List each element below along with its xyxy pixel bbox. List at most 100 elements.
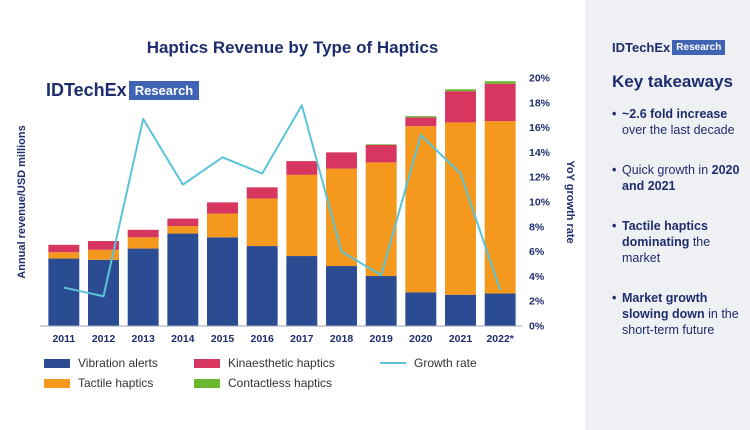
bar-tactile: [445, 122, 476, 295]
bar-vibration: [326, 266, 357, 326]
legend-label-tactile: Tactile haptics: [78, 376, 154, 390]
bar-kinaesthetic: [286, 161, 318, 175]
legend-swatch-growth: [380, 362, 406, 364]
bar-kinaesthetic: [405, 117, 437, 127]
takeaway-item: • ~2.6 fold increase over the last decad…: [612, 106, 744, 138]
bar-kinaesthetic: [207, 202, 238, 214]
x-tick-label: 2019: [369, 333, 393, 345]
bar-kinaesthetic: [484, 83, 516, 122]
growth-rate-line: [63, 104, 502, 298]
logo-tag: Research: [128, 81, 200, 100]
y2-tick-label: 10%: [529, 197, 551, 209]
bar-tactile: [127, 237, 159, 249]
logo-brand: IDTechEx: [46, 80, 127, 100]
takeaway-bold: 2020 and 2021: [622, 163, 740, 193]
chart-legend: Vibration alerts Kinaesthetic haptics Gr…: [44, 356, 544, 396]
bar-tactile: [88, 249, 119, 260]
bar-kinaesthetic: [88, 241, 119, 250]
bar-contactless: [365, 144, 397, 145]
legend-vibration: Vibration alerts: [44, 356, 158, 370]
sidebar-idtechex-logo: IDTechEx Research: [612, 40, 726, 55]
takeaway-text: Quick growth in: [622, 163, 712, 177]
bar-kinaesthetic: [445, 91, 476, 123]
y2-tick-label: 14%: [529, 147, 551, 159]
legend-label-growth: Growth rate: [414, 356, 477, 370]
y2-tick-label: 2%: [529, 296, 545, 308]
y2-tick-label: 20%: [529, 73, 551, 85]
y2-tick-label: 0%: [529, 321, 545, 333]
bar-vibration: [365, 276, 397, 326]
takeaway-text: in the short-term future: [622, 307, 739, 337]
y2-tick-label: 18%: [529, 97, 551, 109]
takeaway-item: • Market growth slowing down in the shor…: [612, 290, 744, 338]
bar-vibration: [246, 246, 278, 326]
takeaway-item: • Tactile haptics dominating the market: [612, 218, 744, 266]
legend-growth: Growth rate: [380, 356, 477, 370]
bar-vibration: [167, 233, 199, 326]
bullet-icon: •: [612, 107, 617, 121]
bullet-icon: •: [612, 291, 617, 305]
legend-swatch-kinaesthetic: [194, 358, 220, 368]
takeaways-heading: Key takeaways: [612, 72, 733, 91]
bar-tactile: [286, 174, 318, 257]
bar-kinaesthetic: [127, 229, 159, 238]
bar-vibration: [484, 293, 516, 326]
x-tick-label: 2021: [449, 333, 473, 345]
y2-tick-label: 8%: [529, 221, 545, 233]
bar-contactless: [484, 81, 516, 84]
sidebar-logo-brand: IDTechEx: [612, 40, 671, 55]
y2-tick-label: 4%: [529, 271, 545, 283]
chart-title: Haptics Revenue by Type of Haptics: [146, 38, 439, 57]
bar-kinaesthetic: [246, 187, 278, 199]
takeaways-panel: [585, 0, 750, 430]
bar-kinaesthetic: [48, 244, 80, 253]
bar-tactile: [207, 213, 238, 238]
takeaway-text: over the last decade: [622, 123, 735, 137]
bar-vibration: [445, 294, 476, 326]
x-tick-label: 2013: [131, 333, 155, 345]
x-tick-label: 2017: [290, 333, 314, 345]
bar-tactile: [246, 198, 278, 247]
bar-tactile: [167, 226, 199, 234]
x-tick-label: 2018: [330, 333, 354, 345]
sidebar-logo-tag: Research: [672, 40, 726, 55]
takeaway-bold: Market growth slowing down: [622, 291, 708, 321]
bar-vibration: [48, 258, 80, 326]
takeaways-list: • ~2.6 fold increase over the last decad…: [612, 106, 744, 362]
bullet-icon: •: [612, 219, 617, 233]
y2-tick-label: 16%: [529, 122, 551, 134]
bar-tactile: [48, 252, 80, 259]
x-tick-label: 2014: [171, 333, 195, 345]
legend-tactile: Tactile haptics: [44, 376, 153, 390]
x-tick-label: 2020: [409, 333, 433, 345]
x-tick-label: 2011: [52, 333, 75, 345]
x-tick-label: 2016: [250, 333, 274, 345]
legend-label-contactless: Contactless haptics: [228, 376, 333, 390]
x-tick-label: 2012: [92, 333, 116, 345]
legend-kinaesthetic: Kinaesthetic haptics: [194, 356, 335, 370]
x-tick-label: 2022*: [486, 333, 514, 345]
bar-vibration: [207, 237, 238, 326]
bar-contactless: [445, 89, 476, 92]
bar-contactless: [405, 116, 437, 118]
bar-kinaesthetic: [365, 144, 397, 163]
takeaway-bold: ~2.6 fold increase: [622, 107, 728, 121]
legend-label-vibration: Vibration alerts: [78, 356, 158, 370]
bullet-icon: •: [612, 163, 617, 177]
legend-swatch-tactile: [44, 378, 70, 388]
takeaway-text: the market: [622, 235, 711, 265]
bar-vibration: [405, 292, 437, 326]
bar-kinaesthetic: [326, 152, 357, 169]
takeaway-item: • Quick growth in 2020 and 2021: [612, 162, 744, 194]
bar-vibration: [127, 248, 159, 326]
y2-axis-title: YoY growth rate: [564, 160, 576, 243]
idtechex-logo: IDTechEx Research: [46, 80, 200, 101]
bar-tactile: [405, 126, 437, 293]
bar-vibration: [286, 256, 318, 326]
legend-swatch-vibration: [44, 358, 70, 368]
y2-tick-label: 6%: [529, 246, 545, 258]
takeaway-bold: Tactile haptics dominating: [622, 219, 708, 249]
bar-tactile: [484, 121, 516, 294]
bar-tactile: [365, 162, 397, 277]
legend-swatch-contactless: [194, 378, 220, 388]
